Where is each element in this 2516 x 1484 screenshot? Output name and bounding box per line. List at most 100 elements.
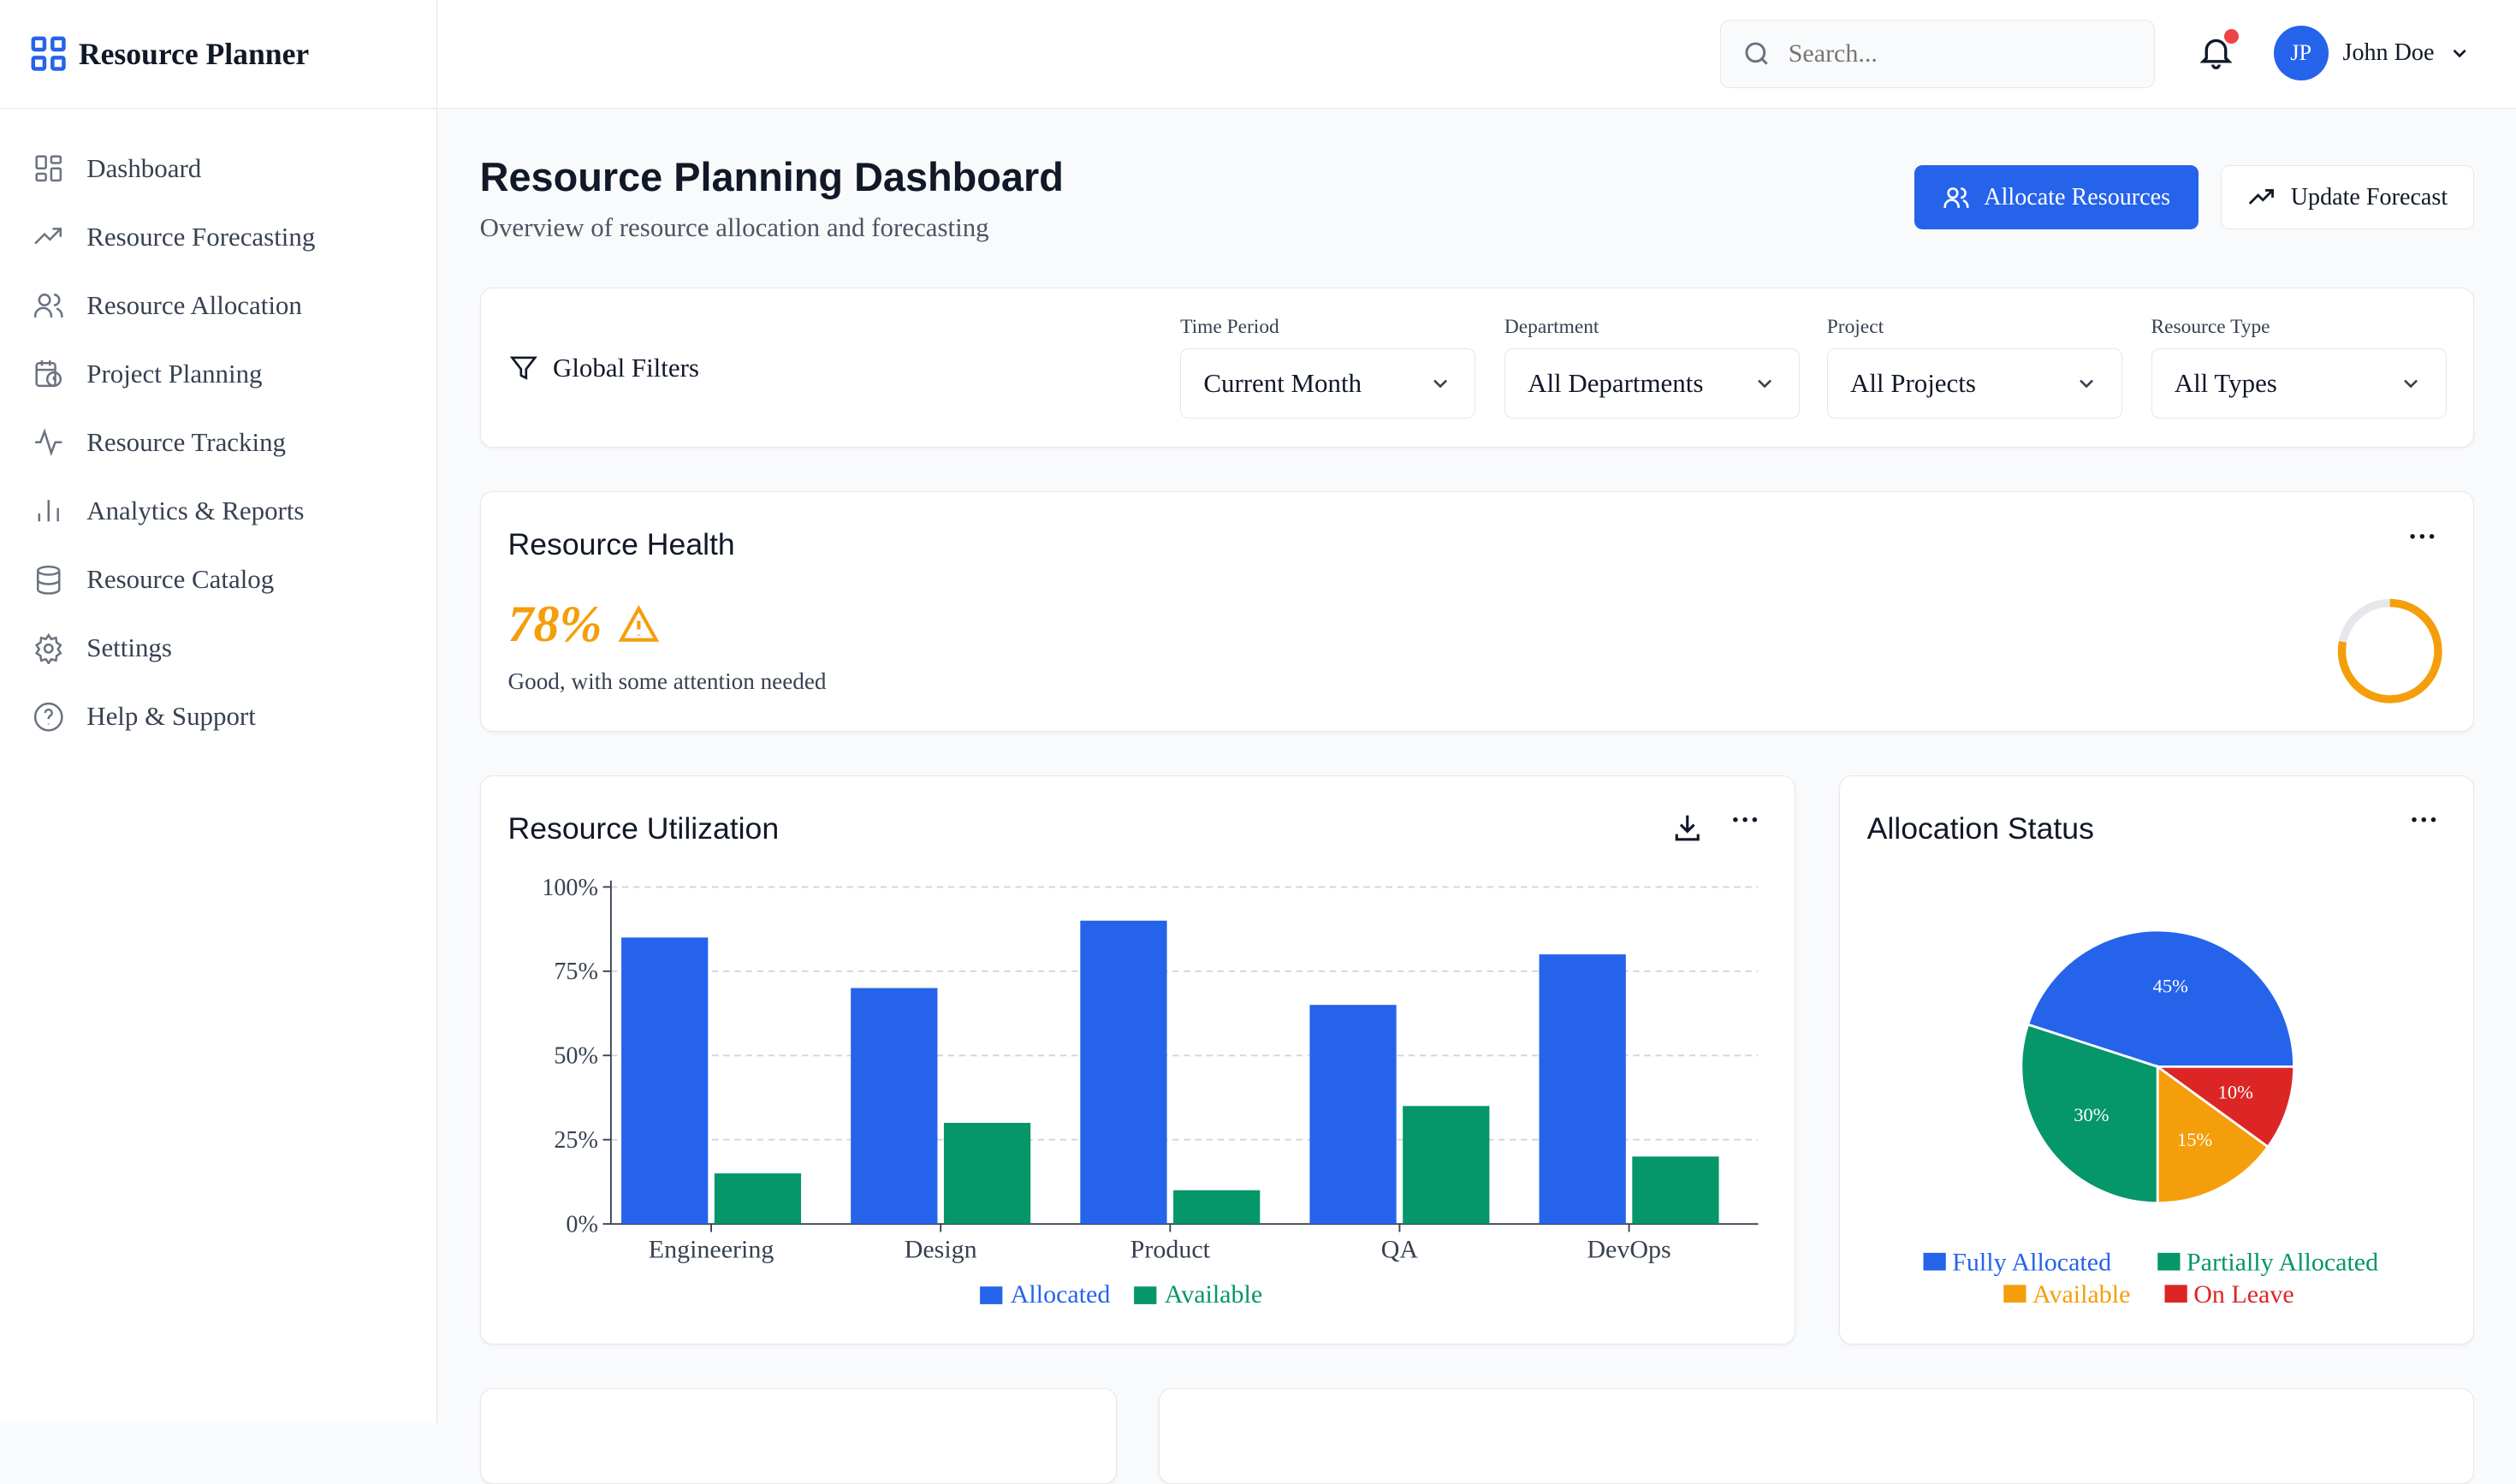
filter-resource-type: Resource Type All Types [2151, 316, 2447, 419]
legend-swatch [2157, 1252, 2181, 1271]
sidebar-item-label: Dashboard [86, 152, 202, 183]
bar-allocated-devops [1539, 953, 1626, 1224]
resource-health-card: Resource Health ··· 78% Good, with some … [479, 490, 2475, 732]
filter-label: Resource Type [2151, 315, 2270, 338]
legend-label: Available [2032, 1280, 2130, 1309]
global-filters-card: Global Filters Time Period Current Month D… [479, 287, 2475, 448]
sidebar-item-analytics-reports[interactable]: Analytics & Reports [33, 487, 304, 535]
bar-allocated-product [1079, 920, 1167, 1224]
sidebar-item-resource-forecasting[interactable]: Resource Forecasting [33, 213, 316, 261]
legend-label: Allocated [1010, 1280, 1110, 1309]
filter-select[interactable]: All Departments [1504, 347, 1800, 419]
download-icon[interactable] [1671, 811, 1704, 844]
filter-select[interactable]: All Projects [1826, 347, 2122, 419]
allocation-title: Allocation Status [1866, 810, 2094, 846]
grid-logo-icon [31, 36, 66, 71]
filter-label: Department [1504, 315, 1599, 338]
forecast-label: Update Forecast [2290, 183, 2448, 211]
x-tick-label: Product [1130, 1235, 1210, 1263]
pie-slice-available [2156, 1064, 2270, 1204]
legend-label: Partially Allocated [2187, 1248, 2378, 1276]
search-box[interactable] [1720, 19, 2156, 89]
health-ring-fill [2337, 598, 2442, 703]
allocation-pie-chart: 45% 30% 15% 10% Fully Allocated Partially All… [1923, 929, 2378, 1309]
filter-label: Project [1826, 315, 1884, 338]
gear-icon [34, 632, 62, 665]
bar-allocated-design [850, 988, 938, 1224]
notification-dot [2223, 28, 2239, 44]
bell-icon [2199, 39, 2233, 69]
x-tick-label: Engineering [648, 1235, 774, 1263]
legend-label: On Leave [2193, 1280, 2293, 1309]
slice-label: 45% [2152, 975, 2187, 996]
sidebar-item-resource-tracking[interactable]: Resource Tracking [33, 418, 286, 466]
health-status: Good, with some attention needed [507, 668, 827, 694]
legend-label: Available [1164, 1280, 1261, 1309]
more-options-icon[interactable]: ··· [1730, 804, 1760, 837]
slice-label: 15% [2177, 1129, 2212, 1150]
page-title: Resource Planning Dashboard [479, 155, 1064, 199]
sidebar-item-label: Resource Tracking [86, 427, 286, 458]
brand: Resource Planner [0, 0, 436, 109]
filters-title: Global Filters [553, 352, 699, 383]
legend-swatch [1923, 1252, 1946, 1271]
y-tick-label: 25% [554, 1127, 598, 1154]
chevron-down-icon [2404, 379, 2418, 389]
slice-label: 10% [2217, 1081, 2252, 1102]
sidebar-item-label: Resource Forecasting [86, 221, 316, 252]
filter-select[interactable]: Current Month [1180, 347, 1476, 419]
sidebar-item-help-support[interactable]: Help & Support [33, 692, 256, 740]
trending-up-icon [2248, 188, 2275, 205]
warning-icon [618, 604, 660, 642]
search-input[interactable] [1785, 37, 2113, 70]
legend-swatch [2164, 1285, 2187, 1303]
filter-value: All Types [2174, 368, 2277, 398]
user-menu[interactable]: JP John Doe [2273, 26, 2471, 80]
page-subtitle: Overview of resource allocation and fore… [479, 211, 989, 242]
bar-available-product [1172, 1190, 1260, 1224]
allocate-resources-button[interactable]: Allocate Resources [1914, 165, 2199, 230]
top-header [437, 0, 2516, 109]
sidebar: Resource Planner Dashboard Resource Forec… [0, 0, 437, 1424]
chevron-down-icon [2080, 379, 2094, 389]
pie-slice-partially-allocated [2020, 1022, 2159, 1204]
sidebar-item-dashboard[interactable]: Dashboard [33, 145, 202, 193]
health-ring [2337, 598, 2442, 703]
bar-available-devops [1631, 1156, 1719, 1224]
help-circle-icon [33, 702, 63, 732]
sidebar-item-resource-catalog[interactable]: Resource Catalog [33, 555, 275, 603]
more-options-icon[interactable]: ··· [2407, 520, 2437, 553]
y-tick-label: 100% [542, 874, 598, 900]
filter-value: Current Month [1203, 368, 1362, 398]
bar-allocated-qa [1309, 1004, 1397, 1224]
user-name: John Doe [2342, 39, 2435, 66]
x-tick-label: DevOps [1587, 1235, 1670, 1263]
database-icon [36, 565, 60, 595]
sidebar-item-label: Resource Catalog [86, 564, 275, 595]
utilization-title: Resource Utilization [507, 810, 780, 846]
more-options-icon[interactable]: ··· [2409, 804, 2439, 837]
grid-icon [34, 155, 62, 182]
resource-utilization-card: Resource Utilization ··· 0% 25% 50% 75% 100%… [479, 775, 1796, 1345]
sidebar-item-project-planning[interactable]: Project Planning [33, 350, 263, 398]
sidebar-item-settings[interactable]: Settings [33, 624, 172, 672]
search-icon [1745, 42, 1769, 65]
sidebar-item-label: Project Planning [86, 359, 263, 389]
y-tick-label: 75% [554, 959, 598, 985]
y-tick-label: 50% [554, 1042, 598, 1069]
slice-label: 30% [2074, 1104, 2109, 1125]
bar-available-engineering [714, 1172, 801, 1224]
health-title: Resource Health [507, 527, 735, 561]
bar-available-design [943, 1122, 1030, 1224]
filter-select[interactable]: All Types [2151, 347, 2447, 419]
chevron-down-icon [1757, 379, 1771, 389]
filter-department: Department All Departments [1504, 316, 1800, 419]
update-forecast-button[interactable]: Update Forecast [2221, 165, 2475, 230]
legend-swatch [979, 1285, 1002, 1304]
sidebar-item-resource-allocation[interactable]: Resource Allocation [33, 282, 302, 329]
notifications-button[interactable] [2197, 28, 2239, 74]
filter-value: All Departments [1528, 368, 1704, 398]
bar-available-qa [1402, 1105, 1490, 1224]
filter-value: All Projects [1850, 368, 1976, 398]
avatar: JP [2273, 26, 2329, 80]
